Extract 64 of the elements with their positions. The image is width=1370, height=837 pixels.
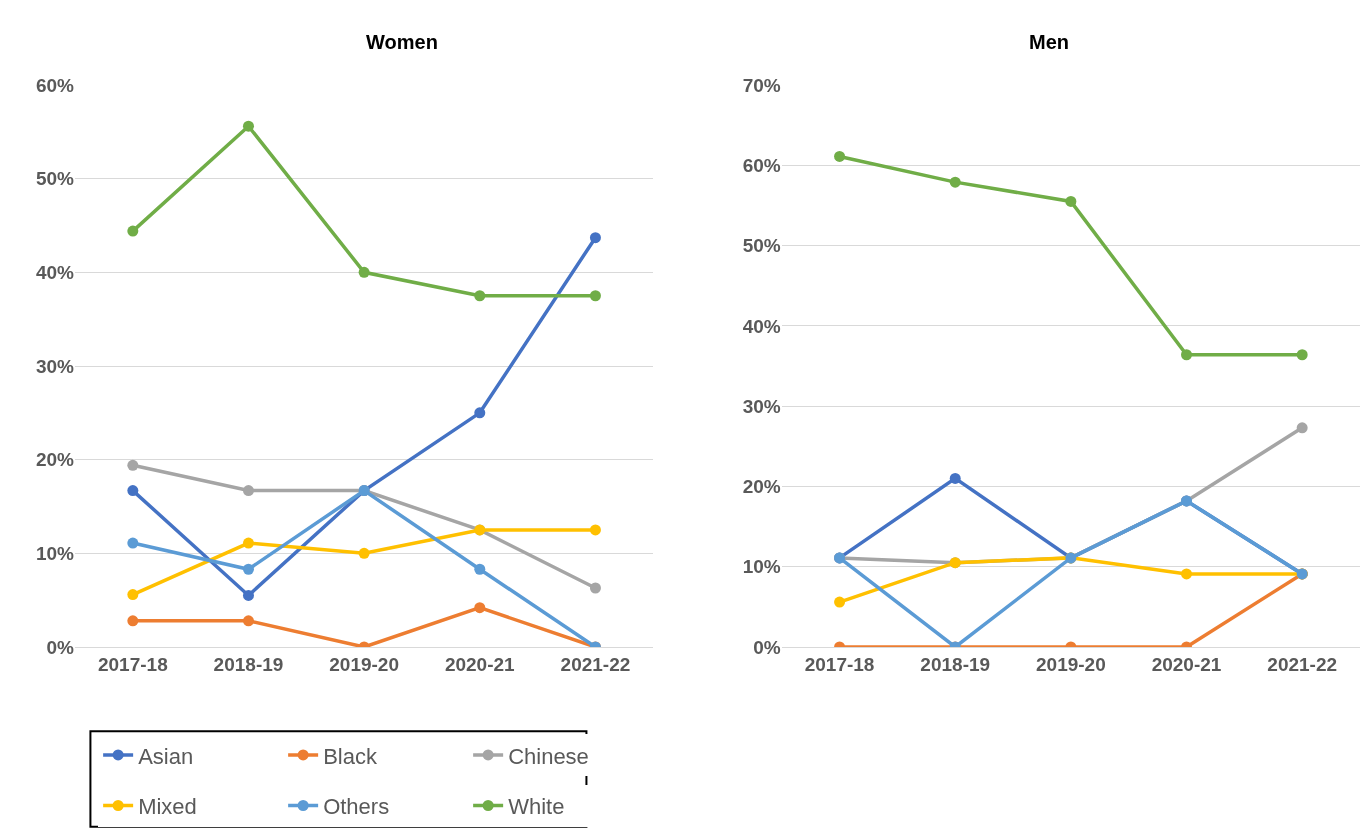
y-tick-label: 60% (742, 154, 781, 176)
y-tick-label: 40% (35, 261, 75, 283)
x-tick-label: 2017-18 (804, 653, 875, 675)
point (242, 120, 254, 132)
y-tick-label: 70% (742, 74, 781, 96)
point (474, 407, 486, 419)
y-tick-label: 0% (46, 636, 75, 658)
point (242, 589, 254, 601)
point (834, 596, 846, 608)
y-tick-label: 50% (35, 168, 75, 190)
y-tick-label: 30% (742, 395, 781, 417)
point (949, 472, 961, 484)
point (358, 547, 370, 559)
chart-title: Men (1029, 31, 1069, 53)
x-tick-label: 2019-20 (1036, 653, 1106, 675)
chart-title: Women (366, 31, 438, 53)
point (242, 615, 254, 627)
point (358, 266, 370, 278)
point (474, 602, 486, 614)
point (589, 232, 601, 244)
y-tick-label: 20% (35, 449, 75, 471)
point (127, 537, 139, 549)
y-tick-label: 10% (742, 556, 781, 578)
x-tick-label: 2017-18 (97, 653, 168, 675)
y-tick-label: 0% (753, 636, 781, 658)
point (127, 485, 139, 497)
x-tick-label: 2018-19 (920, 653, 991, 675)
x-tick-label: 2021-22 (1267, 653, 1338, 675)
legend-label: Mixed (138, 794, 197, 820)
point (127, 589, 139, 601)
point (1296, 349, 1308, 361)
x-tick-label: 2020-21 (1151, 653, 1222, 675)
legend-label: White (508, 794, 565, 820)
legend-label: Others (323, 794, 390, 820)
point (242, 485, 254, 497)
y-tick-label: 40% (742, 315, 781, 337)
point (949, 176, 961, 188)
point (589, 524, 601, 536)
point (127, 459, 139, 471)
point (1181, 568, 1193, 580)
point (1181, 349, 1193, 361)
point (589, 290, 601, 302)
x-tick-label: 2021-22 (560, 653, 631, 675)
x-tick-label: 2018-19 (213, 653, 284, 675)
legend-label: Chinese (508, 743, 589, 769)
x-tick-label: 2020-21 (444, 653, 516, 675)
point (474, 563, 486, 575)
point (589, 582, 601, 594)
y-tick-label: 10% (35, 542, 75, 564)
point (242, 563, 254, 575)
point (1296, 422, 1308, 434)
legend-label: Black (323, 743, 378, 769)
y-tick-label: 50% (742, 235, 781, 257)
y-tick-label: 20% (742, 476, 781, 498)
point (1065, 195, 1077, 207)
point (834, 150, 846, 162)
y-tick-label: 30% (35, 355, 75, 377)
point (127, 225, 139, 237)
y-tick-label: 60% (35, 74, 75, 96)
point (242, 537, 254, 549)
x-tick-label: 2019-20 (329, 653, 399, 675)
legend-label: Asian (138, 743, 194, 769)
point (127, 615, 139, 627)
point (474, 290, 486, 302)
